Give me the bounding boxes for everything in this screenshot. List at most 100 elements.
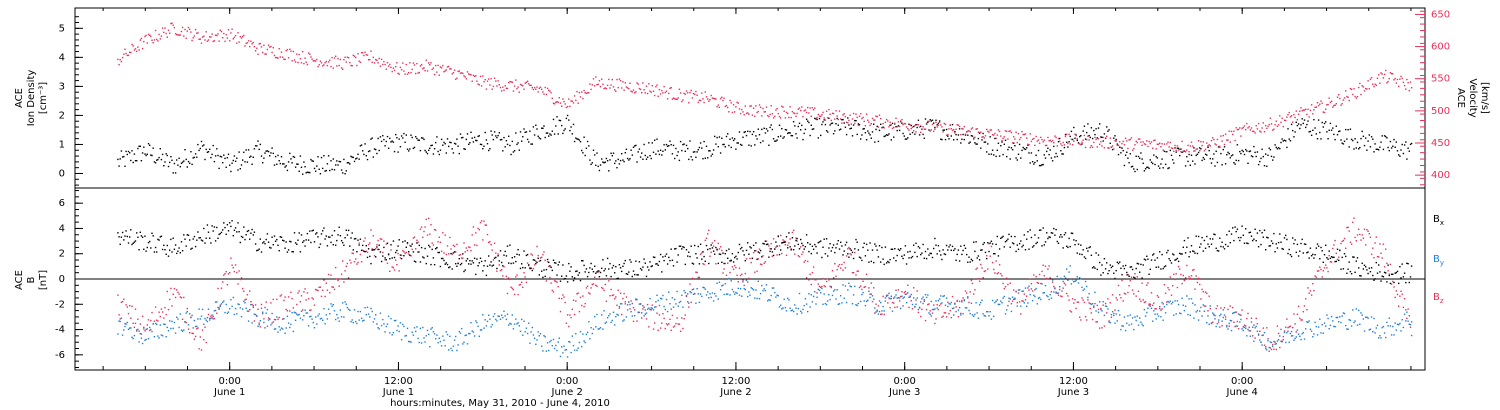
by-point (951, 307, 954, 310)
density-point (1396, 150, 1399, 152)
by-point (710, 296, 712, 299)
velocity-point (570, 100, 572, 102)
density-point (324, 170, 326, 172)
by-point (415, 330, 417, 333)
bz-point (788, 242, 790, 244)
bz-point (1160, 309, 1162, 311)
bz-point (452, 244, 455, 247)
bz-point (561, 297, 563, 300)
bx-point (452, 252, 455, 254)
velocity-point (1396, 78, 1399, 81)
by-point (439, 340, 442, 343)
density-point (674, 157, 676, 160)
bz-point (329, 292, 331, 294)
velocity-point (650, 91, 652, 93)
bz-point (464, 251, 466, 253)
bz-point (1276, 325, 1279, 327)
bz-point (838, 264, 841, 266)
velocity-point (694, 93, 696, 95)
bz-point (366, 251, 369, 253)
velocity-point (1044, 144, 1047, 147)
by-point (290, 323, 292, 326)
velocity-point (861, 117, 863, 120)
bx-point (290, 241, 292, 243)
velocity-point (1115, 140, 1117, 142)
velocity-point (1219, 145, 1221, 148)
bz-point (668, 323, 670, 325)
velocity-point (683, 92, 685, 95)
velocity-point (1180, 151, 1182, 153)
density-point (533, 134, 536, 136)
by-point (315, 316, 317, 318)
velocity-point (1300, 107, 1302, 109)
velocity-point (1143, 143, 1146, 145)
velocity-point (1352, 93, 1354, 96)
bx-point (347, 229, 350, 232)
by-point (830, 285, 832, 288)
bz-point (832, 277, 835, 279)
velocity-point (319, 60, 322, 62)
bx-point (216, 226, 218, 229)
bz-point (1313, 290, 1315, 292)
bz-point (742, 279, 744, 281)
by-point (475, 320, 477, 322)
by-point (413, 327, 416, 329)
bz-point (345, 265, 347, 267)
density-point (390, 141, 392, 143)
velocity-point (771, 113, 774, 115)
by-point (249, 309, 251, 311)
velocity-point (289, 48, 291, 50)
density-point (1224, 163, 1227, 165)
bz-point (1020, 313, 1022, 315)
velocity-point (1055, 136, 1057, 139)
by-point (944, 304, 947, 306)
bx-point (346, 234, 349, 236)
bz-point (1041, 270, 1043, 273)
bz-point (729, 271, 731, 274)
bz-point (1378, 256, 1380, 258)
bz-point (619, 292, 622, 294)
velocity-point (292, 50, 294, 53)
by-point (1001, 302, 1003, 304)
velocity-point (831, 112, 834, 114)
velocity-point (1123, 144, 1126, 146)
bx-point (222, 229, 224, 231)
by-point (1272, 345, 1274, 348)
velocity-point (449, 68, 451, 70)
density-point (672, 144, 675, 147)
by-point (788, 299, 790, 301)
density-point (298, 170, 300, 172)
velocity-point (758, 104, 761, 106)
density-point (548, 135, 550, 137)
by-point (802, 308, 804, 311)
by-point (533, 337, 536, 339)
bz-point (422, 236, 424, 239)
velocity-point (1409, 81, 1412, 83)
density-point (1091, 137, 1094, 140)
bz-point (1110, 316, 1113, 318)
bz-point (861, 288, 863, 291)
density-point (509, 144, 511, 147)
velocity-point (619, 80, 622, 82)
density-point (920, 125, 922, 127)
density-point (905, 138, 908, 140)
bx-point (387, 253, 390, 255)
by-point (1089, 303, 1091, 305)
by-point (672, 306, 675, 308)
velocity-point (193, 35, 196, 37)
bz-point (531, 254, 533, 256)
by-point (1289, 332, 1292, 335)
velocity-point (862, 116, 864, 119)
density-point (443, 141, 445, 144)
velocity-point (1038, 142, 1041, 144)
density-point (798, 122, 801, 124)
density-point (1212, 158, 1214, 160)
velocity-point (332, 67, 334, 69)
by-point (365, 314, 367, 316)
bx-point (455, 263, 457, 265)
velocity-point (1202, 141, 1204, 143)
velocity-point (309, 53, 311, 55)
density-point (710, 155, 712, 157)
bz-point (310, 309, 312, 311)
density-point (1245, 148, 1247, 151)
